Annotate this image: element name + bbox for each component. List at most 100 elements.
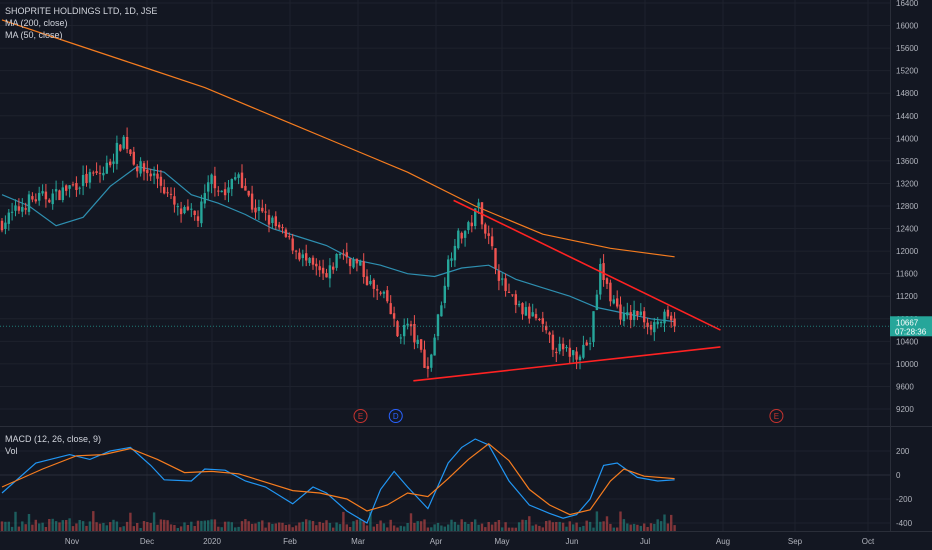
candle-body: [460, 232, 463, 239]
volume-bar: [193, 526, 196, 531]
candle-body: [278, 224, 281, 228]
volume-bar: [34, 519, 37, 531]
volume-bar: [578, 527, 582, 531]
candle-body: [511, 294, 514, 296]
volume-bar: [406, 523, 409, 531]
candle-body: [244, 185, 247, 191]
candle-body: [497, 270, 501, 281]
volume-bar: [68, 518, 71, 531]
volume-bar: [484, 527, 487, 531]
volume-bar: [507, 527, 511, 531]
macd-legend-title[interactable]: MACD (12, 26, close, 9): [5, 434, 102, 444]
price-tick-label: 12000: [896, 247, 919, 256]
time-tick-label: Apr: [430, 537, 443, 546]
candle-body: [605, 278, 609, 284]
volume-bar: [244, 519, 247, 531]
candle-body: [362, 261, 365, 277]
volume-bar: [186, 525, 190, 531]
price-tick-label: 14800: [896, 89, 919, 98]
candle-body: [409, 324, 413, 327]
volume-bar: [278, 522, 281, 531]
volume-bar: [474, 519, 477, 531]
time-tick-label: Jul: [640, 537, 650, 546]
volume-bar: [595, 511, 599, 531]
ma200-series: [1, 19, 675, 258]
candle-body: [267, 215, 271, 225]
candle-body: [555, 351, 558, 354]
volume-bar: [440, 525, 443, 531]
candle-body: [142, 163, 146, 172]
candle-body: [588, 343, 592, 345]
volume-bar: [173, 525, 176, 531]
candle-body: [95, 171, 98, 173]
volume-bar: [629, 524, 632, 531]
candle-body: [646, 322, 649, 328]
volume-bar: [14, 511, 17, 531]
volume-bar: [152, 512, 156, 531]
candle-body: [44, 191, 48, 200]
price-tick-label: 13600: [896, 157, 919, 166]
volume-bar: [10, 526, 14, 531]
volume-bar: [497, 520, 501, 531]
candle-body: [27, 194, 31, 212]
candle-body: [58, 190, 61, 201]
candle-body: [223, 189, 227, 196]
trendline-drawings[interactable]: [413, 199, 721, 382]
candle-body: [551, 334, 555, 350]
ma50-legend[interactable]: MA (50, close): [5, 30, 63, 40]
candle-body: [575, 351, 578, 360]
symbol-title[interactable]: SHOPRITE HOLDINGS LTD, 1D, JSE: [5, 6, 158, 16]
candle-body: [227, 187, 230, 193]
volume-bar: [524, 520, 528, 531]
volume-bar: [261, 520, 264, 531]
volume-bar: [294, 525, 298, 531]
volume-bar: [132, 526, 135, 531]
volume-bar: [176, 528, 179, 531]
candle-body: [14, 205, 17, 211]
volume-bar: [457, 524, 460, 531]
candle-body: [419, 339, 423, 350]
volume-bar: [450, 519, 453, 531]
candle-body: [338, 253, 342, 256]
volume-bar: [548, 520, 551, 531]
candle-body: [612, 299, 615, 304]
volume-bar: [41, 522, 44, 531]
volume-bar: [95, 522, 98, 531]
volume-bar: [58, 522, 61, 531]
candle-body: [0, 220, 4, 231]
volume-bar: [653, 523, 656, 531]
macd-tick-label: -400: [896, 519, 913, 528]
candle-body: [81, 175, 85, 186]
volume-bar: [612, 527, 615, 531]
volume-bar: [4, 521, 7, 531]
ma200-legend[interactable]: MA (200, close): [5, 18, 68, 28]
volume-bar: [659, 521, 663, 531]
candle-body: [213, 175, 217, 189]
candle-body: [382, 291, 386, 294]
candle-body: [524, 307, 528, 316]
volume-bar: [467, 524, 470, 531]
macd-tick-label: 200: [896, 447, 910, 456]
candle-body: [65, 185, 68, 191]
candle-body: [31, 196, 34, 200]
volume-bar: [328, 522, 332, 531]
vol-legend-title[interactable]: Vol: [5, 446, 18, 456]
volume-bar: [369, 511, 372, 531]
volume-bar: [538, 525, 541, 531]
candle-body: [430, 354, 433, 368]
volume-bar: [24, 524, 27, 531]
volume-bar: [51, 518, 54, 531]
volume-bar: [382, 523, 386, 531]
volume-bar: [85, 525, 88, 531]
candle-body: [105, 162, 108, 174]
price-tick-label: 16000: [896, 22, 919, 31]
candle-body: [585, 342, 588, 346]
candle-body: [332, 266, 335, 270]
volume-bar: [274, 523, 277, 531]
volume-bar: [673, 525, 676, 531]
candle-body: [271, 217, 274, 223]
